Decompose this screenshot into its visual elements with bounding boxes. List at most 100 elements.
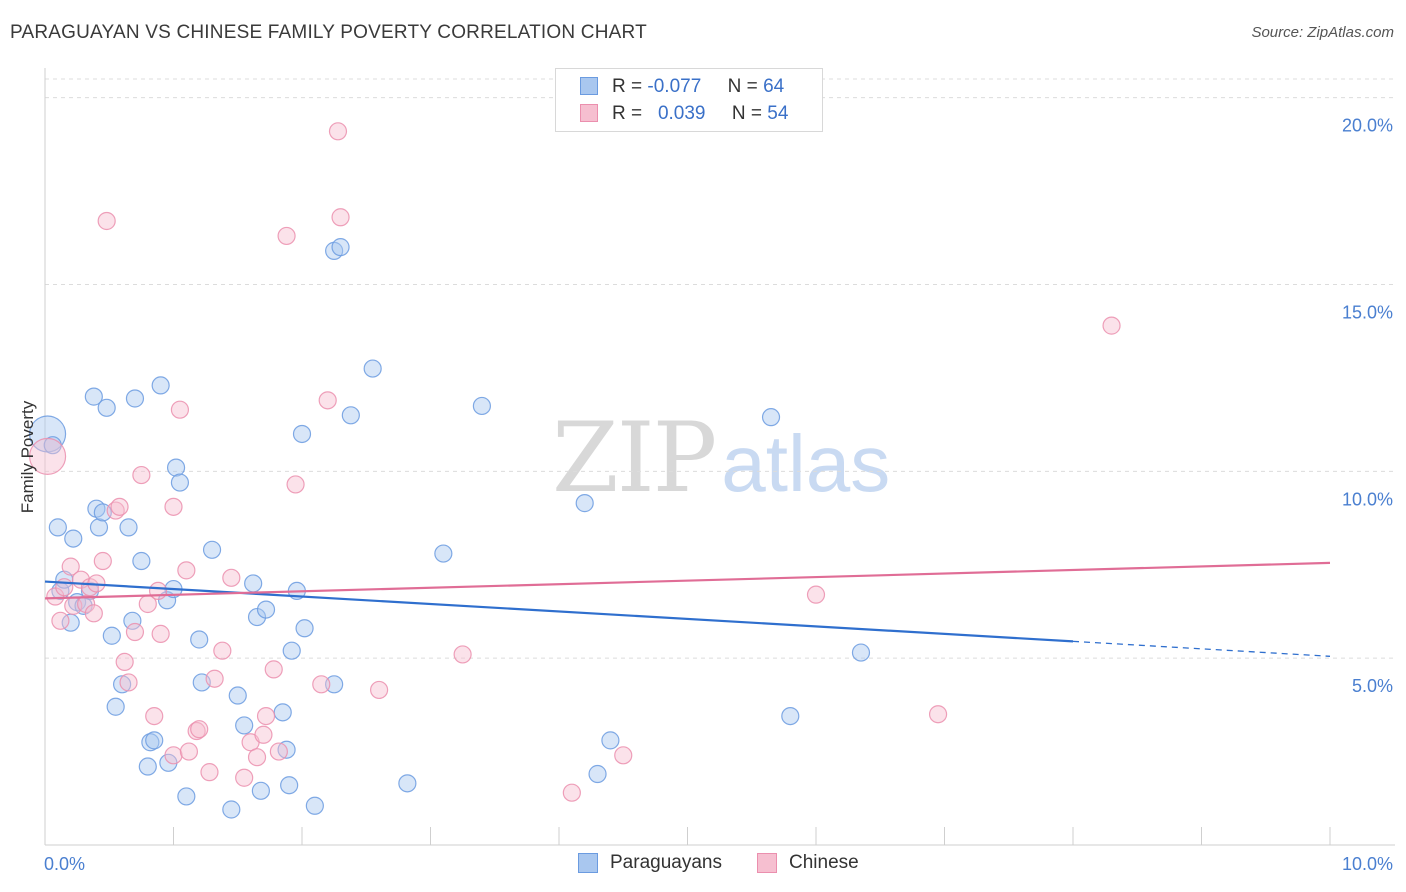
legend-r-value: 0.039 [657,103,706,124]
paraguayans-trend-line [44,580,1074,643]
chinese-point [286,475,305,494]
chinese-point [115,652,134,672]
paraguayans-point [222,800,241,819]
chinese-point [164,497,183,516]
paraguayans-point [106,697,125,716]
legend-n-value: 64 [763,76,785,97]
watermark: ZIPatlas [552,402,890,514]
y-tick-label: 5.0% [1352,676,1393,696]
paraguayans-point [305,796,324,815]
paraguayans-point [851,643,871,662]
chinese-point [235,768,254,787]
chinese-point [1102,316,1121,335]
chinese-point [145,706,164,726]
legend-swatch-paraguayans [580,77,598,95]
paraguayans-point [132,551,151,571]
paraguayans-point [761,408,781,427]
paraguayans-point [123,611,142,630]
chinese-point [170,400,190,419]
paraguayans-point [331,238,350,257]
chinese-point [205,669,224,688]
correlation-legend: R = -0.077 N = 64 R = 0.039 N = 54 [555,68,823,132]
paraguayans-point [102,626,121,645]
chinese-point [187,721,206,741]
chinese-point [148,581,168,601]
chinese-point [179,742,199,761]
chinese-point [269,742,288,761]
chinese-point [28,437,67,475]
paraguayans-point [781,706,800,726]
bottom-legend-label-paraguayans: Paraguayans [610,852,722,873]
paraguayans-point [190,630,209,649]
chinese-point [453,645,472,664]
paraguayans-point [84,387,103,406]
paraguayans-point [282,641,301,660]
bottom-legend-swatch-chinese [757,853,777,873]
paraguayans-point [575,494,594,513]
paraguayans-point [177,787,196,806]
watermark-atlas: atlas [721,419,891,508]
chinese-point [331,208,350,227]
paraguayans-point [472,396,491,416]
paraguayans-point [434,544,453,563]
chinese-point [77,594,96,614]
paraguayans-trend-extension [1072,640,1331,657]
paraguayans-point [48,518,67,537]
paraguayans-point [97,398,116,417]
paraguayans-point [295,619,314,638]
chinese-point [928,705,948,724]
chinese-point [254,725,273,744]
paraguayans-point [251,781,270,800]
chinese-point [222,568,241,587]
chinese-point [614,746,633,765]
chinese-point [119,673,138,692]
y-tick-label: 20.0% [1342,116,1393,136]
paraguayans-point [151,376,170,395]
x-tick-label-end: 10.0% [1342,854,1393,874]
chinese-point [93,551,112,571]
chart-title: PARAGUAYAN VS CHINESE FAMILY POVERTY COR… [10,22,647,43]
y-tick-label: 10.0% [1342,489,1393,509]
paraguayans-point [119,518,138,537]
paraguayans-point [64,529,83,548]
chinese-point [151,624,170,643]
label-layer: 5.0% 10.0% 15.0% 20.0% 0.0% 10.0% Family Pover… [18,116,1393,874]
paraguayans-point [89,518,109,537]
paraguayans-point [325,675,344,694]
chinese-point [190,720,209,739]
paraguayans-point [256,600,276,619]
legend-n-label: N = [731,103,763,124]
paraguayans-point [363,359,382,378]
points-layer [28,122,1121,819]
paraguayans-point [273,703,292,722]
chinese-point [55,578,74,597]
paraguayans-point [166,458,186,477]
paraguayans-point [292,424,312,444]
legend-text-chinese: R = 0.039 N = 54 [612,103,788,125]
legend-n-label: N = [727,76,758,97]
paraguayans-point [341,406,360,425]
y-axis-label: Family Poverty [18,400,37,513]
paraguayans-point [235,716,254,735]
y-tick-label: 15.0% [1342,303,1393,323]
chinese-point [264,660,283,679]
chinese-point [318,391,337,410]
legend-n-value: 54 [767,103,789,124]
legend-text-paraguayans: R = -0.077 N = 64 [612,76,784,98]
legend-swatch-chinese [580,104,598,122]
legend-r-label: R = [612,76,643,97]
chinese-trend-line [44,561,1331,600]
paraguayans-point [280,776,299,795]
paraguayans-point [145,731,164,750]
paraguayans-point [112,675,132,694]
paraguayans-point [228,686,247,705]
legend-r-label: R = [612,103,643,124]
chinese-point [256,706,276,726]
chinese-point [277,226,296,246]
grid-layer [45,78,1395,659]
paraguayans-point [588,764,607,784]
paraguayans-point [202,540,222,559]
chinese-point [328,122,348,141]
paraguayans-point [170,473,190,492]
